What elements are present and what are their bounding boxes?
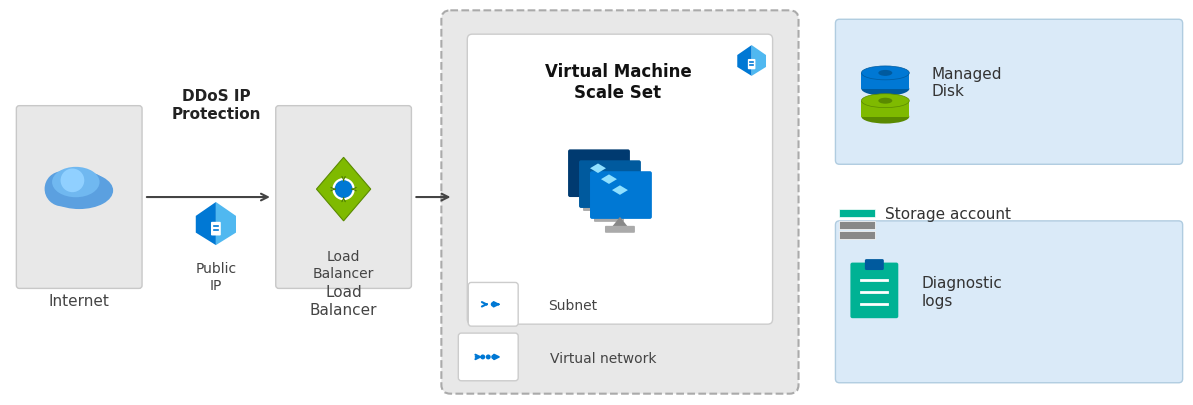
Polygon shape (752, 45, 766, 76)
Circle shape (335, 180, 352, 198)
FancyBboxPatch shape (861, 73, 909, 89)
Polygon shape (612, 217, 628, 227)
Polygon shape (316, 157, 371, 221)
FancyBboxPatch shape (468, 34, 773, 324)
FancyBboxPatch shape (441, 10, 798, 394)
FancyBboxPatch shape (469, 282, 518, 326)
FancyBboxPatch shape (594, 215, 624, 222)
Text: Subnet: Subnet (548, 299, 598, 313)
FancyBboxPatch shape (17, 106, 142, 288)
FancyBboxPatch shape (591, 171, 651, 219)
Text: Virtual Machine
Scale Set: Virtual Machine Scale Set (544, 64, 691, 102)
Polygon shape (196, 202, 216, 245)
FancyBboxPatch shape (840, 231, 876, 239)
FancyBboxPatch shape (835, 221, 1182, 383)
Ellipse shape (861, 94, 909, 108)
Polygon shape (591, 164, 606, 173)
Circle shape (492, 354, 496, 359)
Circle shape (490, 302, 496, 307)
FancyBboxPatch shape (458, 333, 518, 381)
Text: Managed
Disk: Managed Disk (932, 67, 1002, 99)
Polygon shape (737, 45, 752, 76)
Text: DDoS IP
Protection: DDoS IP Protection (171, 90, 260, 122)
FancyBboxPatch shape (211, 222, 221, 235)
Text: Storage account: Storage account (885, 207, 1012, 222)
Polygon shape (601, 175, 617, 184)
Polygon shape (612, 185, 628, 195)
Ellipse shape (52, 167, 99, 197)
Ellipse shape (861, 82, 909, 96)
Polygon shape (601, 206, 617, 216)
Text: Load
Balancer: Load Balancer (310, 285, 377, 318)
FancyBboxPatch shape (861, 101, 909, 117)
Circle shape (481, 354, 486, 359)
Text: Virtual network: Virtual network (550, 352, 656, 366)
Circle shape (76, 173, 105, 201)
Text: Load
Balancer: Load Balancer (313, 250, 375, 281)
Ellipse shape (878, 70, 892, 76)
FancyBboxPatch shape (276, 106, 412, 288)
Ellipse shape (861, 110, 909, 124)
Ellipse shape (45, 172, 113, 209)
FancyBboxPatch shape (748, 59, 755, 69)
FancyBboxPatch shape (605, 226, 635, 233)
FancyBboxPatch shape (851, 262, 898, 318)
Circle shape (333, 178, 354, 200)
Ellipse shape (878, 98, 892, 104)
FancyBboxPatch shape (840, 221, 876, 229)
Text: Public
IP: Public IP (196, 262, 236, 292)
Ellipse shape (861, 66, 909, 80)
Circle shape (61, 168, 85, 192)
FancyBboxPatch shape (583, 204, 613, 211)
FancyBboxPatch shape (568, 149, 630, 197)
FancyBboxPatch shape (840, 209, 876, 217)
Polygon shape (216, 202, 236, 245)
Text: Diagnostic
logs: Diagnostic logs (921, 276, 1002, 309)
Polygon shape (591, 195, 606, 205)
Circle shape (44, 171, 80, 207)
FancyBboxPatch shape (579, 160, 641, 208)
FancyBboxPatch shape (865, 259, 884, 270)
Text: Internet: Internet (49, 294, 110, 309)
FancyBboxPatch shape (835, 19, 1182, 164)
Circle shape (486, 354, 490, 359)
